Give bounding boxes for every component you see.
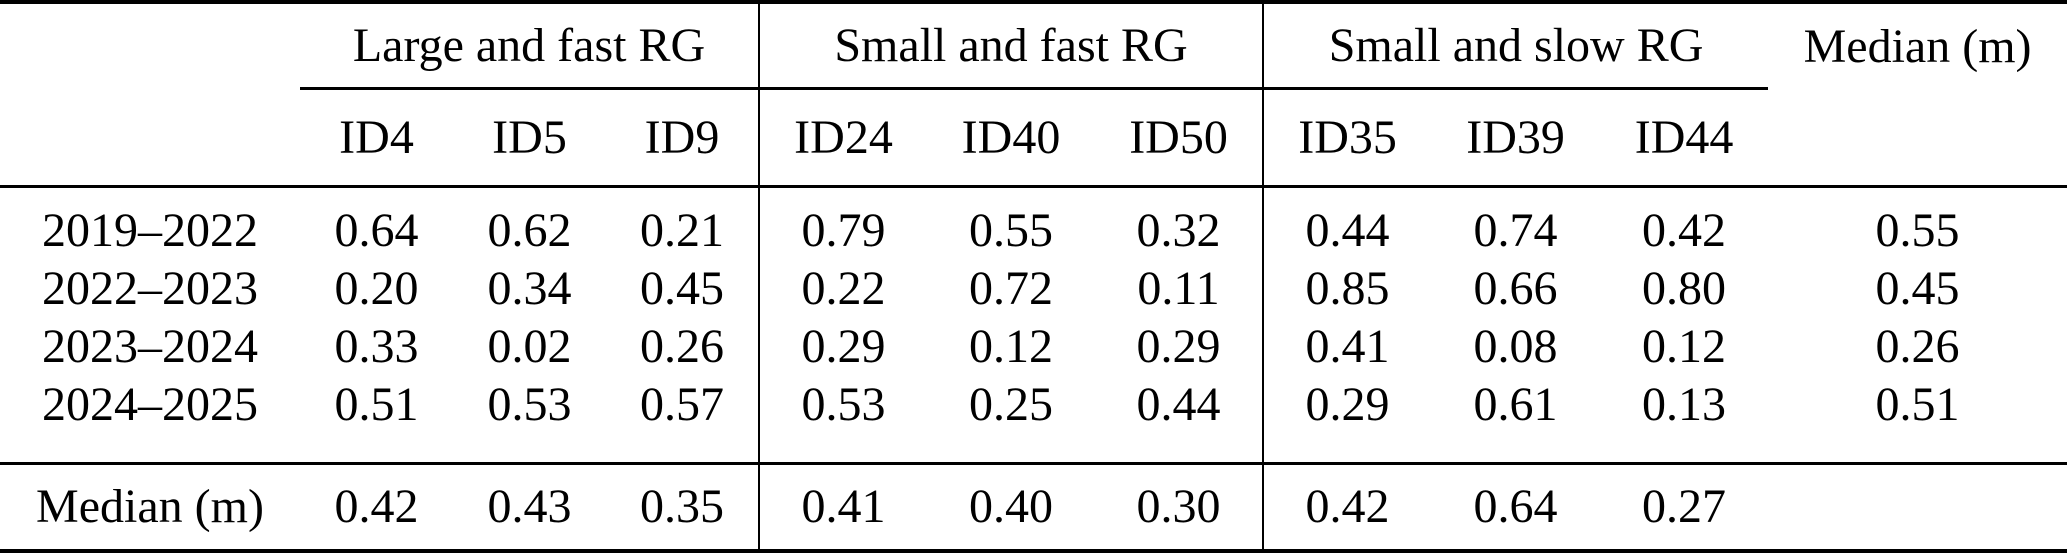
value-cell: 0.74: [1473, 204, 1558, 257]
group-header-row: Large and fast RG Small and fast RG Smal…: [0, 2, 2067, 90]
footer-value-cell: 0.40: [927, 462, 1095, 553]
value-cell: 0.22: [758, 260, 927, 318]
value-cell: 0.72: [969, 262, 1053, 315]
group-label-small-fast: Small and fast RG: [757, 2, 1264, 90]
col-header-id5: ID5: [453, 88, 606, 188]
group-label-small-slow: Small and slow RG: [1262, 2, 1769, 90]
value-cell: 0.53: [758, 376, 927, 464]
row-median-cell: 0.51: [1875, 378, 1960, 431]
footer-value-cell: 0.42: [1262, 462, 1432, 553]
year-label: 2022–2023: [42, 262, 258, 315]
value-cell: 0.44: [1262, 186, 1432, 260]
value-cell: 0.02: [487, 320, 572, 373]
col-header-id40: ID40: [927, 88, 1095, 188]
footer-value-cell: 0.42: [300, 462, 453, 553]
footer-value-cell: 0.64: [1431, 462, 1601, 553]
value-cell: 0.85: [1262, 260, 1432, 318]
value-cell: 0.44: [1136, 378, 1221, 431]
group-label-large-fast: Large and fast RG: [300, 2, 759, 90]
table-header: Large and fast RG Small and fast RG Smal…: [0, 2, 2067, 188]
table-row-2022-2023: 2022–2023 0.20 0.34 0.45 0.22 0.72 0.11 …: [0, 260, 2067, 318]
value-cell: 0.13: [1642, 378, 1727, 431]
col-header-id24: ID24: [758, 88, 927, 188]
value-cell: 0.53: [487, 378, 572, 431]
value-cell: 0.25: [969, 378, 1053, 431]
value-cell: 0.62: [487, 204, 572, 257]
value-cell: 0.20: [334, 262, 419, 315]
footer-value-cell: 0.43: [453, 462, 606, 553]
value-cell: 0.42: [1642, 204, 1727, 257]
col-header-id44: ID44: [1600, 88, 1769, 188]
value-cell: 0.79: [758, 186, 927, 260]
value-cell: 0.64: [334, 204, 419, 257]
value-cell: 0.61: [1473, 378, 1558, 431]
table-row-2023-2024: 2023–2024 0.33 0.02 0.26 0.29 0.12 0.29 …: [0, 318, 2067, 376]
footer-median-row: Median (m) 0.42 0.43 0.35 0.41 0.40 0.30…: [0, 462, 2067, 553]
table-footer: Median (m) 0.42 0.43 0.35 0.41 0.40 0.30…: [0, 462, 2067, 553]
value-cell: 0.29: [758, 318, 927, 376]
value-cell: 0.29: [1262, 376, 1432, 464]
footer-value-cell: 0.27: [1600, 462, 1769, 553]
value-cell: 0.21: [640, 204, 724, 257]
value-cell: 0.29: [1136, 320, 1221, 373]
value-cell: 0.55: [969, 204, 1053, 257]
value-cell: 0.51: [334, 378, 419, 431]
value-cell: 0.80: [1642, 262, 1727, 315]
year-label: 2023–2024: [42, 320, 258, 373]
value-cell: 0.41: [1262, 318, 1432, 376]
empty-cell: [1768, 88, 2067, 188]
value-cell: 0.12: [969, 320, 1053, 373]
value-cell: 0.45: [640, 262, 724, 315]
row-median-cell: 0.55: [1875, 204, 1960, 257]
col-header-id35: ID35: [1262, 88, 1432, 188]
table-row-2024-2025: 2024–2025 0.51 0.53 0.57 0.53 0.25 0.44 …: [0, 376, 2067, 464]
year-label: 2024–2025: [42, 378, 258, 431]
corner-cell: [0, 2, 300, 89]
col-header-id9: ID9: [606, 88, 759, 188]
value-cell: 0.08: [1473, 320, 1558, 373]
median-column-header: Median (m): [1803, 19, 2032, 73]
row-median-cell: 0.26: [1875, 320, 1960, 373]
value-cell: 0.33: [334, 320, 419, 373]
value-cell: 0.32: [1136, 204, 1221, 257]
col-header-id39: ID39: [1431, 88, 1601, 188]
table-row-2019-2022: 2019–2022 0.64 0.62 0.21 0.79 0.55 0.32 …: [0, 186, 2067, 260]
footer-value-cell: 0.41: [758, 462, 927, 553]
value-cell: 0.26: [640, 320, 724, 373]
value-cell: 0.57: [640, 378, 724, 431]
empty-cell: [0, 88, 300, 188]
footer-label: Median (m): [0, 462, 300, 553]
footer-value-cell: 0.35: [606, 462, 759, 553]
empty-cell: [1768, 462, 2067, 553]
value-cell: 0.34: [487, 262, 572, 315]
value-cell: 0.11: [1137, 262, 1220, 315]
col-header-id4: ID4: [300, 88, 453, 188]
footer-value-cell: 0.30: [1095, 462, 1264, 553]
id-header-row: ID4 ID5 ID9 ID24 ID40 ID50 ID35 ID39 ID4…: [0, 88, 2067, 188]
col-header-id50: ID50: [1095, 88, 1264, 188]
row-median-cell: 0.45: [1875, 262, 1960, 315]
table-body: 2019–2022 0.64 0.62 0.21 0.79 0.55 0.32 …: [0, 186, 2067, 464]
value-cell: 0.66: [1473, 262, 1558, 315]
value-cell: 0.12: [1642, 320, 1727, 373]
year-label: 2019–2022: [42, 204, 258, 257]
